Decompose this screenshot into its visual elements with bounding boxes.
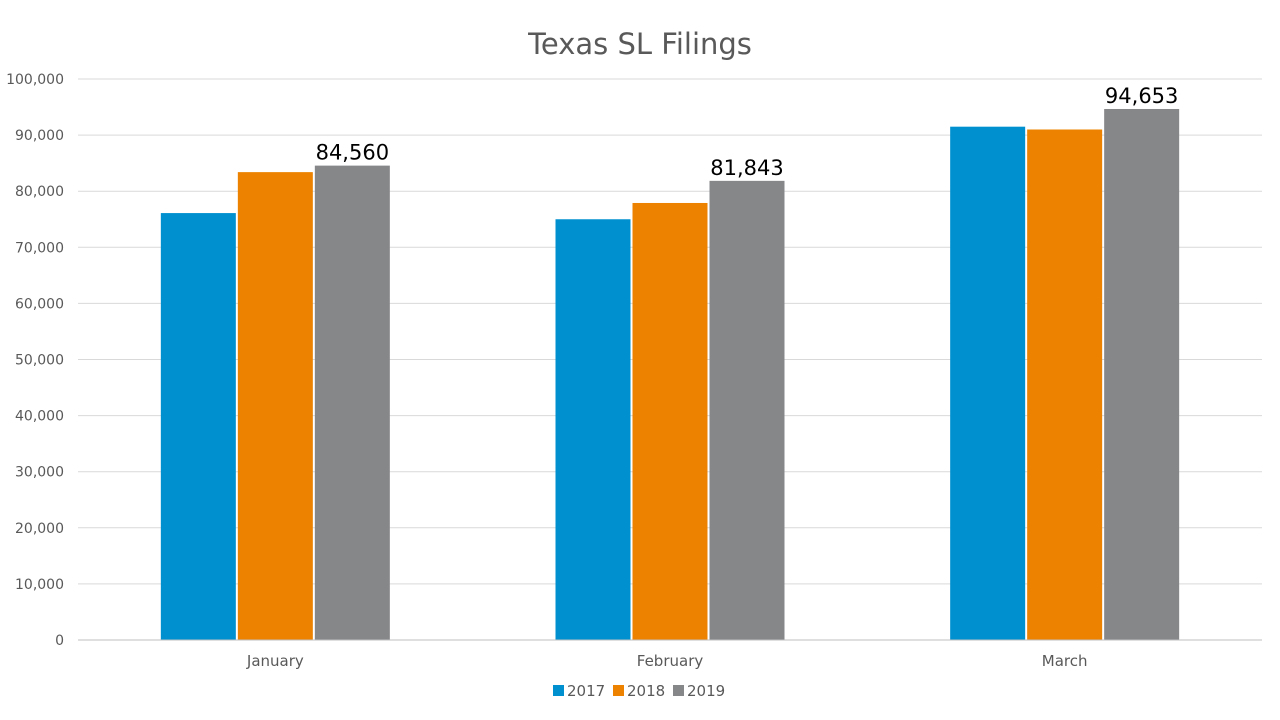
legend-label: 2017 [567, 682, 605, 700]
legend: 2017 2018 2019 [553, 682, 725, 700]
y-tick-label: 50,000 [15, 353, 64, 369]
bar-2017-january [160, 213, 236, 641]
y-tick-label: 20,000 [15, 521, 64, 537]
data-label: 94,653 [1105, 84, 1178, 108]
bar-2018-march [1027, 129, 1103, 641]
x-category-label: March [1042, 652, 1088, 670]
y-tick-label: 100,000 [6, 72, 64, 88]
y-tick-label: 10,000 [15, 577, 64, 593]
bar-2019-february [709, 180, 785, 640]
data-labels: 84,560 81,843 94,653 [316, 84, 1179, 180]
y-tick-label: 90,000 [15, 128, 64, 144]
legend-label: 2019 [687, 682, 725, 700]
y-tick-label: 80,000 [15, 184, 64, 200]
bar-2017-february [555, 219, 631, 640]
data-label: 81,843 [710, 156, 783, 180]
x-category-label: February [637, 652, 704, 670]
y-axis-ticks: 0 10,000 20,000 30,000 40,000 50,000 60,000 70,… [6, 72, 64, 649]
y-tick-label: 60,000 [15, 296, 64, 312]
legend-label: 2018 [627, 682, 665, 700]
y-tick-label: 70,000 [15, 240, 64, 256]
legend-swatch [553, 685, 564, 696]
y-tick-label: 40,000 [15, 409, 64, 425]
bars [160, 108, 1180, 641]
bar-2019-january [314, 165, 390, 640]
bar-2017-march [950, 126, 1026, 640]
x-axis-categories: January February March [246, 652, 1088, 670]
legend-swatch [673, 685, 684, 696]
data-label: 84,560 [316, 141, 389, 165]
bar-2018-february [632, 202, 708, 640]
chart-title: Texas SL Filings [527, 27, 752, 61]
y-tick-label: 0 [55, 633, 64, 649]
x-category-label: January [246, 652, 304, 670]
bar-2018-january [237, 172, 313, 640]
y-tick-label: 30,000 [15, 465, 64, 481]
bar-2019-march [1104, 108, 1180, 640]
legend-swatch [613, 685, 624, 696]
